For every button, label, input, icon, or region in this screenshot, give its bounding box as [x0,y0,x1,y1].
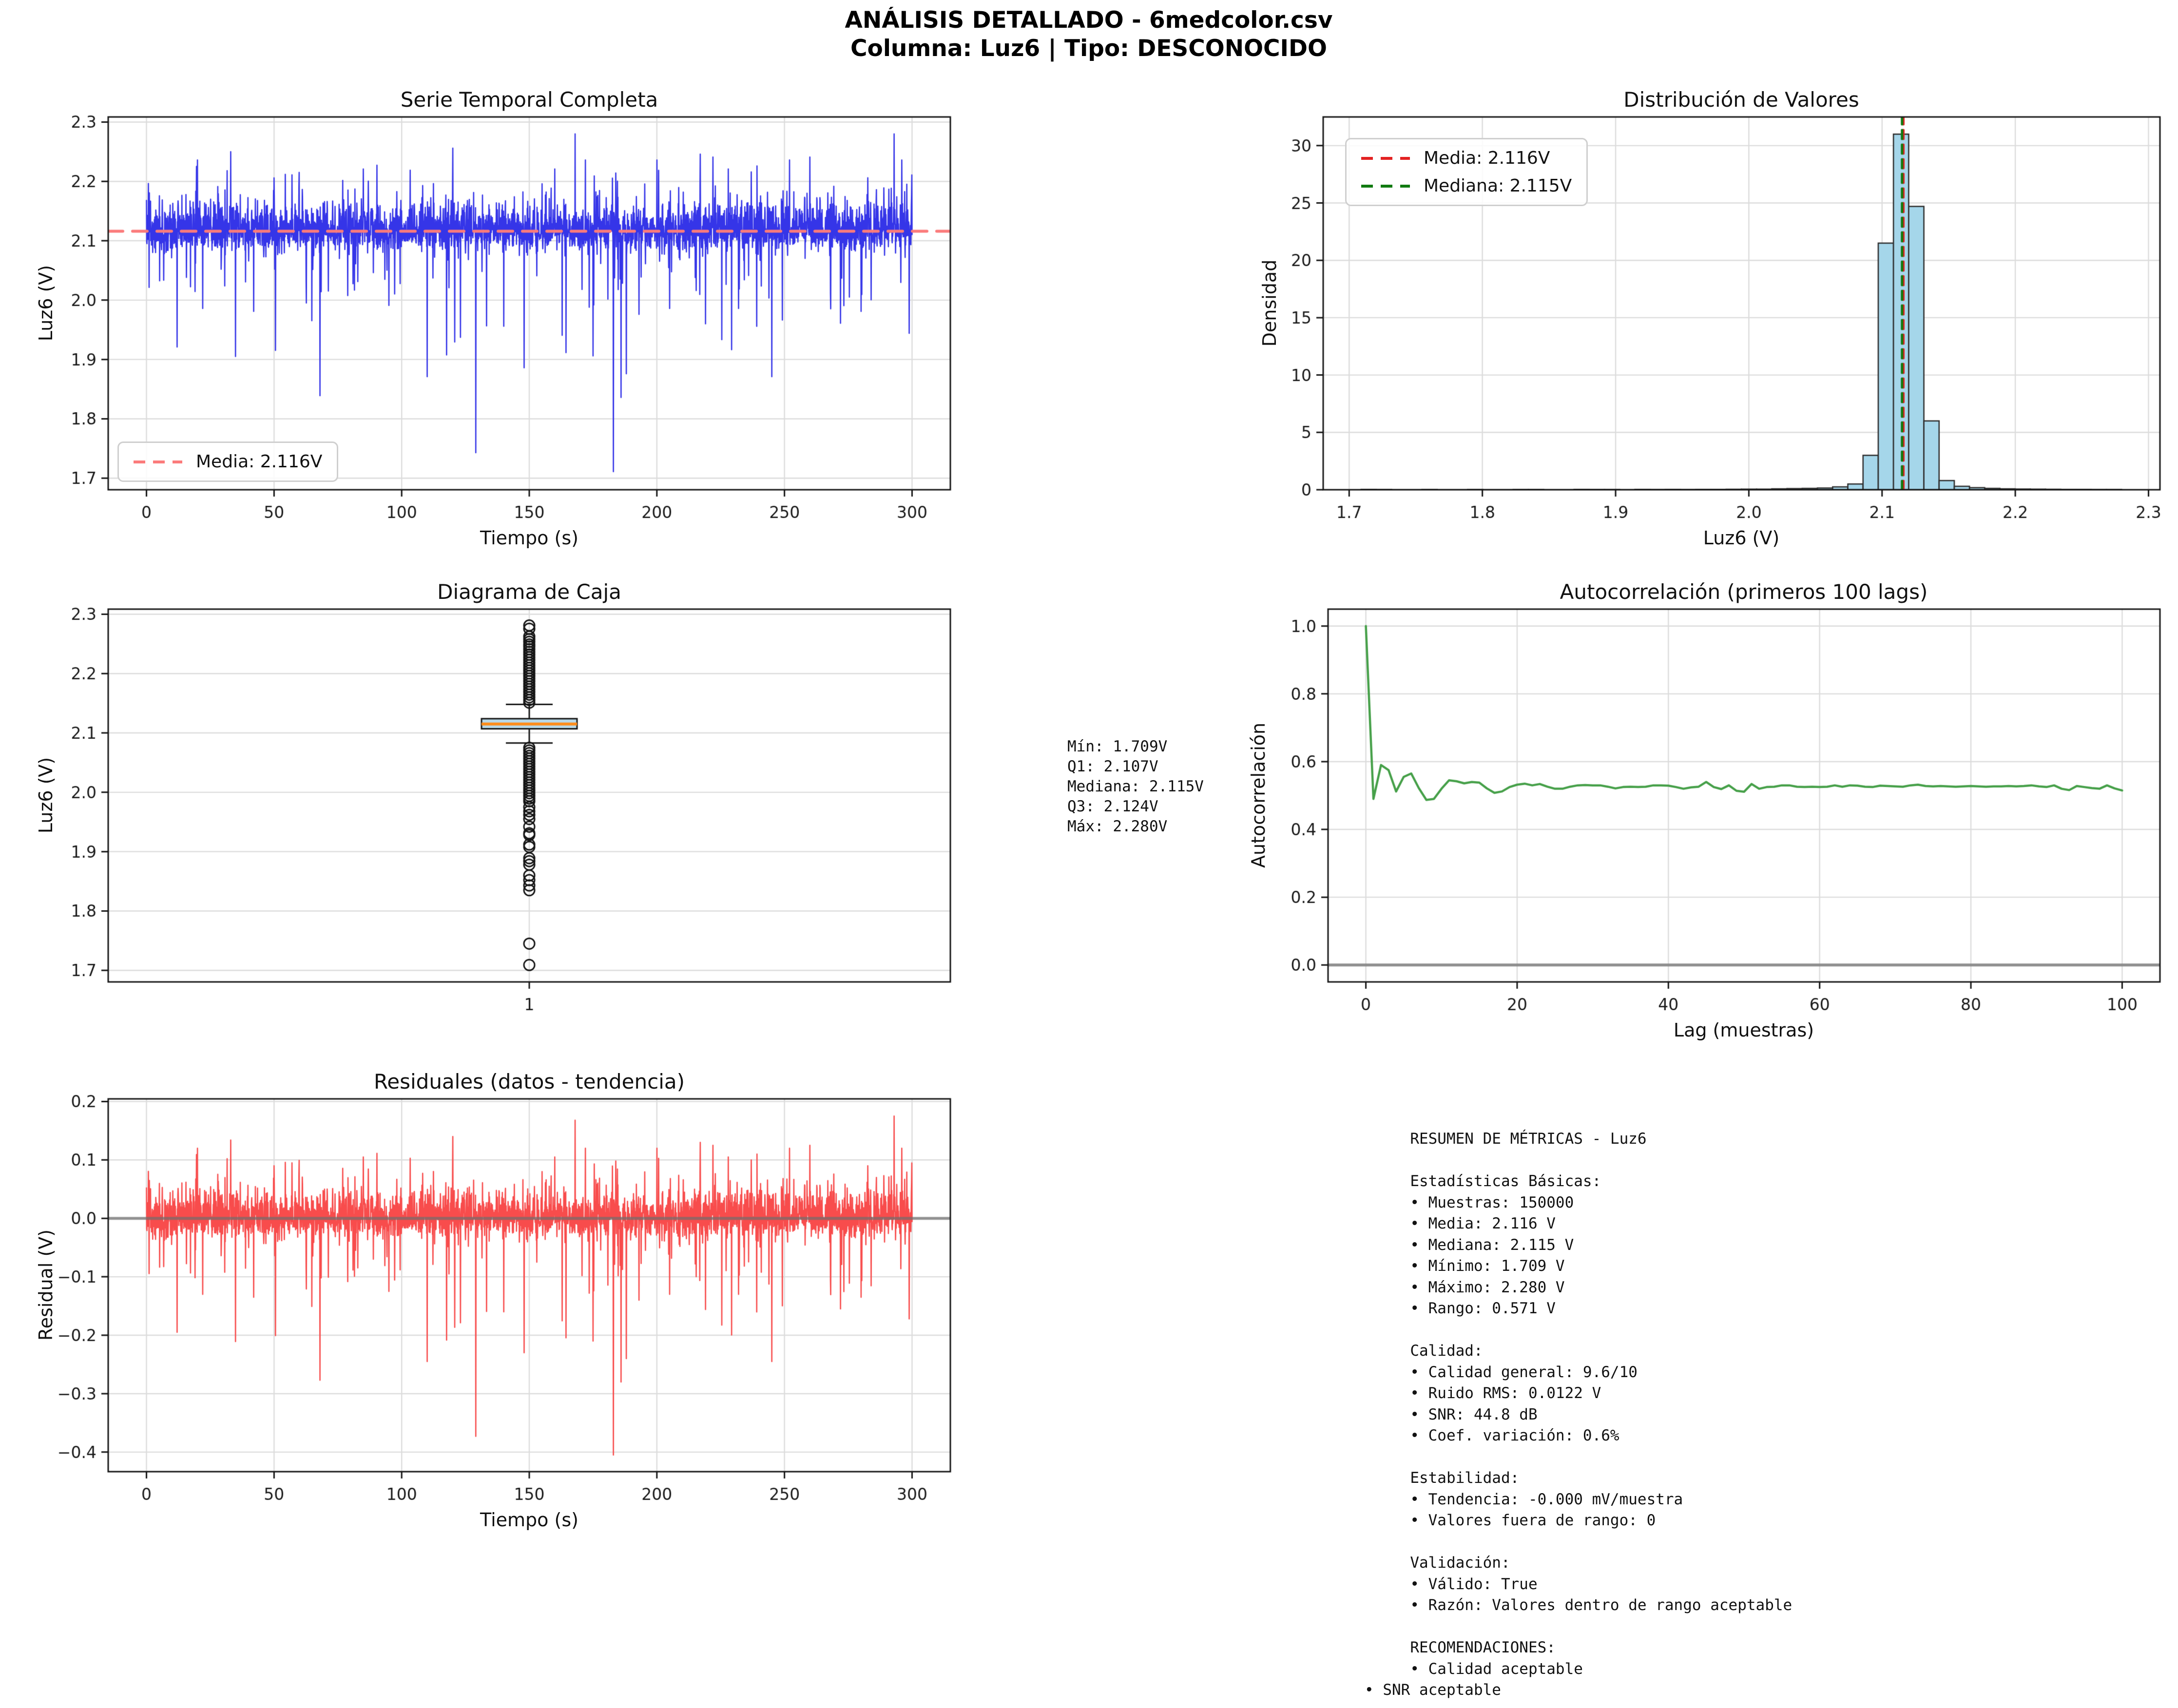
y-axis-label-timeseries: Luz6 (V) [35,265,57,341]
panel-title-histogram: Distribución de Valores [1623,88,1859,112]
panel-title-residuals: Residuales (datos - tendencia) [374,1070,685,1094]
legend-label-hist-mean: Media: 2.116V [1424,148,1550,168]
mean-dash-swatch [134,461,182,463]
boxplot-stats-annotation: Mín: 1.709V Q1: 2.107V Mediana: 2.115V Q… [1067,737,1204,837]
legend-label-mean: Media: 2.116V [196,452,322,472]
figure-title-line2: Columna: Luz6 | Tipo: DESCONOCIDO [850,35,1327,62]
x-axis-label-autocorrelation: Lag (muestras) [1674,1019,1814,1041]
y-axis-label-residuals: Residual (V) [35,1229,57,1341]
figure-title-line1: ANÁLISIS DETALLADO - 6medcolor.csv [845,7,1333,34]
x-axis-label-timeseries: Tiempo (s) [480,527,578,549]
y-axis-label-histogram: Densidad [1259,260,1280,347]
legend-histogram: Media: 2.116V Mediana: 2.115V [1345,138,1588,206]
panel-title-boxplot: Diagrama de Caja [437,580,621,604]
panel-title-autocorrelation: Autocorrelación (primeros 100 lags) [1560,580,1928,604]
legend-label-hist-median: Mediana: 2.115V [1424,176,1572,196]
x-axis-label-residuals: Tiempo (s) [480,1509,578,1531]
x-axis-label-histogram: Luz6 (V) [1703,527,1779,549]
y-axis-label-boxplot: Luz6 (V) [35,757,57,833]
panel-title-timeseries: Serie Temporal Completa [401,88,658,112]
hist-mean-dash-swatch [1361,157,1410,160]
hist-median-dash-swatch [1361,185,1410,188]
y-axis-label-autocorrelation: Autocorrelación [1248,723,1269,868]
legend-row-hist-median: Mediana: 2.115V [1361,176,1572,196]
legend-timeseries: Media: 2.116V [117,441,338,482]
metrics-summary: RESUMEN DE MÉTRICAS - Luz6 Estadísticas … [1365,1129,1792,1701]
legend-row-hist-mean: Media: 2.116V [1361,148,1572,168]
legend-row-mean: Media: 2.116V [134,452,322,472]
